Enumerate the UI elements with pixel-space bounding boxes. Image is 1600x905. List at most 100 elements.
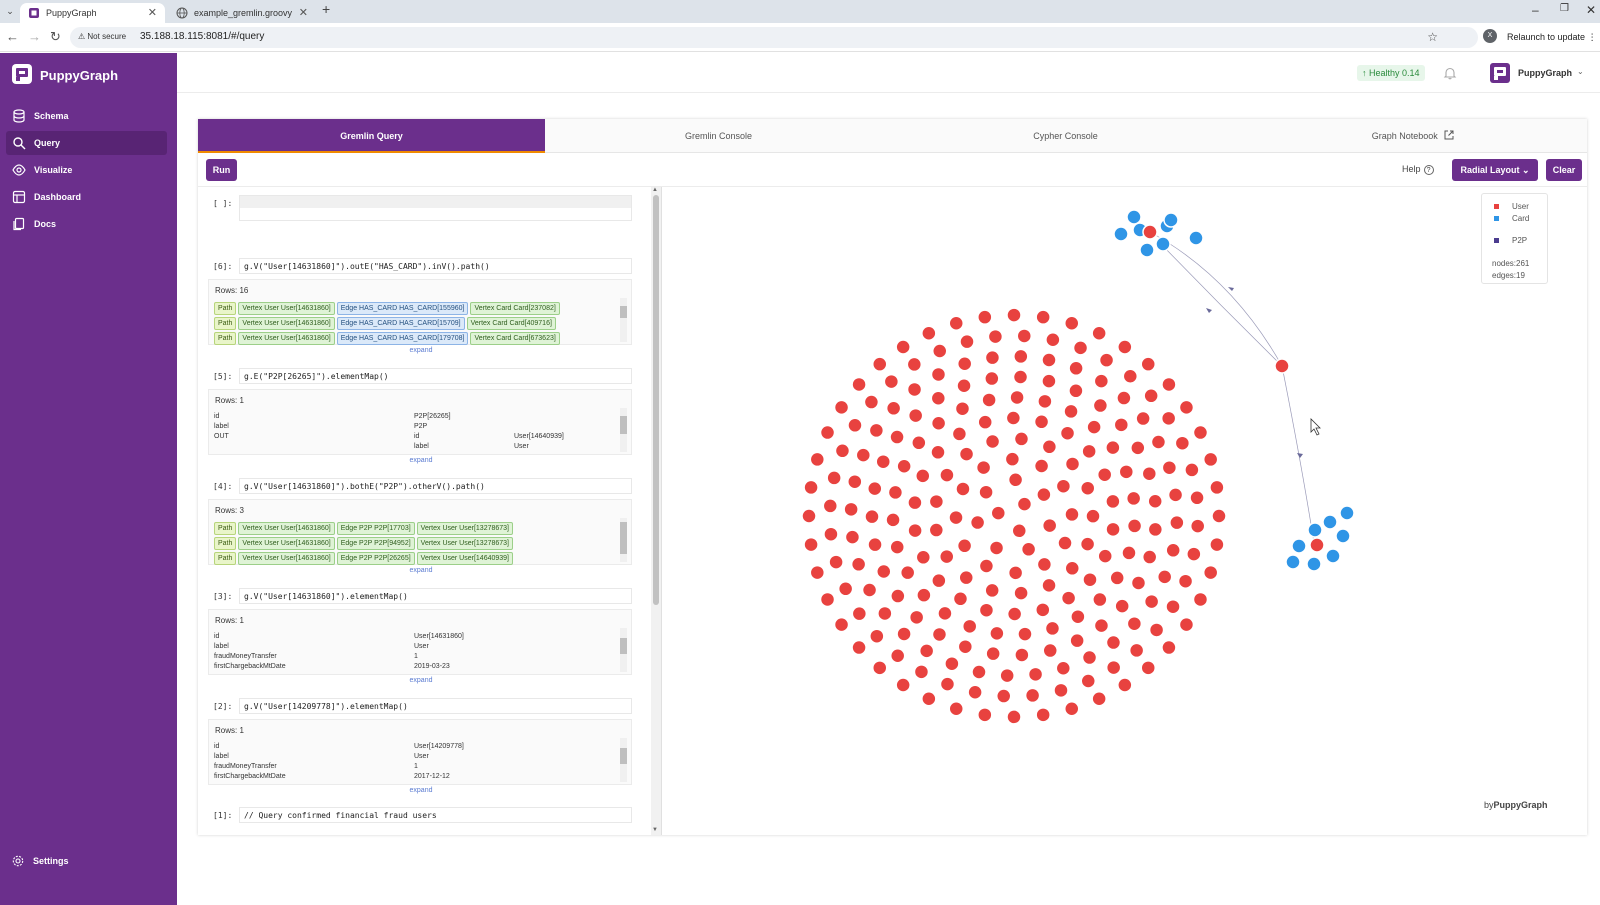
health-badge[interactable]: ↑ Healthy 0.14: [1357, 65, 1425, 81]
sidebar-item-docs[interactable]: Docs: [6, 212, 167, 236]
graph-node-user[interactable]: [889, 429, 905, 445]
graph-node-user[interactable]: [1006, 709, 1022, 725]
not-secure-indicator[interactable]: ⚠ Not secure: [78, 32, 127, 41]
graph-node-user[interactable]: [1117, 677, 1133, 693]
graph-node-user[interactable]: [1098, 352, 1115, 368]
graph-node-user[interactable]: [977, 309, 993, 325]
graph-node-user[interactable]: [937, 605, 953, 622]
graph-node-user[interactable]: [971, 664, 987, 680]
graph-node-user[interactable]: [864, 508, 880, 525]
graph-node-user[interactable]: [939, 467, 955, 483]
graph-node-user[interactable]: [896, 626, 912, 642]
graph-node-user[interactable]: [1184, 462, 1200, 478]
graph-node-card[interactable]: [1155, 236, 1171, 252]
graph-canvas[interactable]: [662, 187, 1587, 835]
graph-node-user[interactable]: [1174, 435, 1191, 451]
graph-node-user[interactable]: [954, 400, 971, 417]
graph-node-user[interactable]: [872, 660, 888, 676]
graph-node-user[interactable]: [1044, 620, 1061, 637]
vertex-chip[interactable]: Vertex Card Card[237082]: [470, 302, 560, 315]
graph-node-user[interactable]: [1017, 626, 1033, 642]
graph-node-user[interactable]: [1122, 368, 1139, 385]
sidebar-item-query[interactable]: Query: [6, 131, 167, 155]
graph-node-user[interactable]: [876, 563, 892, 580]
graph-node-user[interactable]: [1093, 373, 1110, 389]
graph-node-user[interactable]: [952, 591, 969, 607]
graph-node-user[interactable]: [899, 564, 916, 581]
graph-node-user[interactable]: [948, 315, 964, 331]
graph-node-user[interactable]: [1147, 493, 1163, 510]
graph-node-user[interactable]: [851, 639, 867, 656]
graph-node-user[interactable]: [990, 505, 1007, 521]
graph-node-user[interactable]: [1141, 549, 1158, 565]
graph-node-user[interactable]: [908, 609, 925, 626]
graph-node-user[interactable]: [1042, 642, 1058, 659]
graph-node-user[interactable]: [843, 501, 859, 518]
graph-node-user[interactable]: [1086, 419, 1102, 435]
graph-node-user[interactable]: [984, 349, 1001, 366]
graph-node-user[interactable]: [1007, 472, 1024, 488]
graph-node-user[interactable]: [930, 390, 947, 407]
graph-node-card[interactable]: [1307, 522, 1323, 538]
graph-node-user[interactable]: [978, 558, 995, 574]
graph-node-user[interactable]: [1130, 440, 1146, 456]
graph-node-user[interactable]: [916, 587, 932, 603]
graph-node-user[interactable]: [819, 591, 836, 608]
graph-node-user[interactable]: [1109, 570, 1125, 586]
graph-node-user[interactable]: [1178, 399, 1195, 416]
vertex-chip[interactable]: Vertex User User[13278673]: [416, 537, 513, 550]
graph-node-user[interactable]: [1091, 325, 1107, 342]
close-tab-icon[interactable]: ✕: [298, 7, 308, 19]
scroll-thumb[interactable]: [620, 638, 627, 654]
restore-icon[interactable]: ❐: [1560, 3, 1569, 14]
edge-chip[interactable]: Edge P2P P2P[94952]: [336, 537, 415, 550]
graph-node-card[interactable]: [1139, 242, 1155, 258]
graph-node-user[interactable]: [863, 394, 880, 410]
graph-node-user[interactable]: [1116, 390, 1132, 406]
graph-node-user[interactable]: [1013, 348, 1029, 365]
graph-node-user[interactable]: [1192, 591, 1209, 608]
graph-node-user[interactable]: [975, 459, 992, 476]
graph-node-user[interactable]: [1125, 490, 1142, 507]
graph-node-user[interactable]: [957, 638, 974, 655]
graph-node-user[interactable]: [875, 453, 891, 470]
graph-node-user[interactable]: [1209, 536, 1225, 553]
graph-node-card[interactable]: [1188, 230, 1204, 246]
close-tab-icon[interactable]: ✕: [147, 7, 157, 19]
tab-gremlin-query[interactable]: Gremlin Query: [198, 119, 545, 153]
vertex-chip[interactable]: Vertex User User[13278673]: [416, 522, 513, 535]
layout-dropdown[interactable]: Radial Layout ⌄: [1452, 159, 1538, 181]
graph-node-user[interactable]: [1092, 397, 1109, 414]
code-input[interactable]: g.V("User[14631860]").elementMap(): [239, 588, 632, 604]
graph-node-user[interactable]: [867, 536, 883, 553]
graph-node-user[interactable]: [1126, 518, 1143, 534]
graph-node-user[interactable]: [823, 526, 839, 542]
user-name[interactable]: PuppyGraph: [1518, 68, 1573, 78]
graph-node-user[interactable]: [928, 493, 945, 510]
vertex-chip[interactable]: Vertex User User[14631860]: [238, 317, 335, 330]
graph-node-user[interactable]: [907, 407, 924, 424]
graph-node-user[interactable]: [847, 473, 863, 490]
graph-node-user[interactable]: [1035, 309, 1051, 325]
graph-node-user[interactable]: [911, 435, 927, 451]
graph-node-user[interactable]: [1093, 617, 1110, 634]
graph-node-user[interactable]: [1140, 356, 1156, 372]
graph-node-user[interactable]: [984, 582, 1000, 599]
result-scrollbar[interactable]: [620, 298, 627, 342]
graph-node-user[interactable]: [928, 522, 945, 538]
tab-gremlin-console[interactable]: Gremlin Console: [545, 119, 892, 153]
graph-node-user[interactable]: [1013, 585, 1029, 601]
graph-node-user[interactable]: [868, 422, 885, 439]
graph-node-user[interactable]: [847, 417, 863, 434]
graph-node-user[interactable]: [867, 480, 883, 497]
graph-node-user[interactable]: [1202, 564, 1219, 581]
graph-node-user[interactable]: [984, 370, 1000, 387]
scroll-thumb[interactable]: [653, 195, 659, 605]
graph-node-user[interactable]: [1005, 410, 1022, 426]
tab-cypher-console[interactable]: Cypher Console: [892, 119, 1239, 153]
scroll-down-icon[interactable]: ▼: [652, 827, 658, 833]
graph-node-user[interactable]: [828, 554, 844, 570]
graph-node-user[interactable]: [1004, 451, 1021, 467]
expand-link[interactable]: expand: [409, 677, 433, 684]
graph-node-user[interactable]: [1016, 328, 1033, 344]
